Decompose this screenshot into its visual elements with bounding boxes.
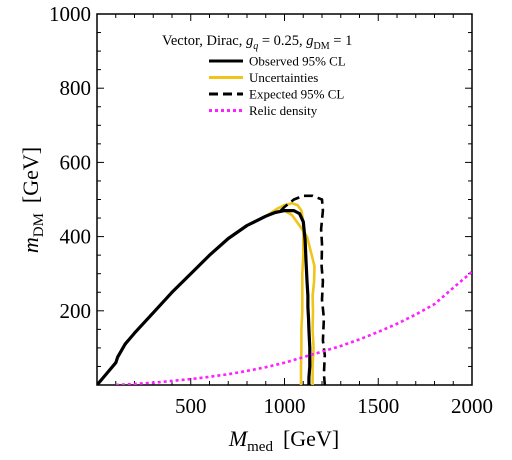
legend: Vector, Dirac, gq = 0.25, gDM = 1 Observ… [162,33,352,118]
y-tick-label: 800 [60,76,92,100]
x-tick-label: 1500 [357,394,399,418]
series-line-uncertainties [283,209,316,385]
y-axis-title: mDM[GeV] [18,147,47,253]
y-tick-label: 600 [60,150,92,174]
y-tick-label: 400 [60,225,92,249]
series-line-expected-95-cl [279,194,327,385]
y-tick-label: 200 [60,299,92,323]
series-line-uncertainties [265,201,305,385]
x-axis-title: Mmed [GeV] [228,426,339,455]
x-tick-label: 1000 [264,394,306,418]
legend-title: Vector, Dirac, gq = 0.25, gDM = 1 [162,33,352,52]
tick-labels: 500 1000 1500 2000 200 400 600 800 1000 [49,2,493,418]
legend-label: Expected 95% CL [249,87,344,102]
x-tick-label: 500 [175,394,207,418]
x-tick-label: 2000 [451,394,493,418]
series-layer [97,194,472,385]
y-tick-label: 1000 [49,2,91,26]
series-line-observed-95-cl [97,209,312,385]
legend-label: Relic density [249,103,318,118]
legend-label: Uncertainties [249,70,318,85]
series-line-relic-density [115,270,472,385]
axis-ticks [96,13,473,386]
legend-label: Observed 95% CL [249,54,346,69]
